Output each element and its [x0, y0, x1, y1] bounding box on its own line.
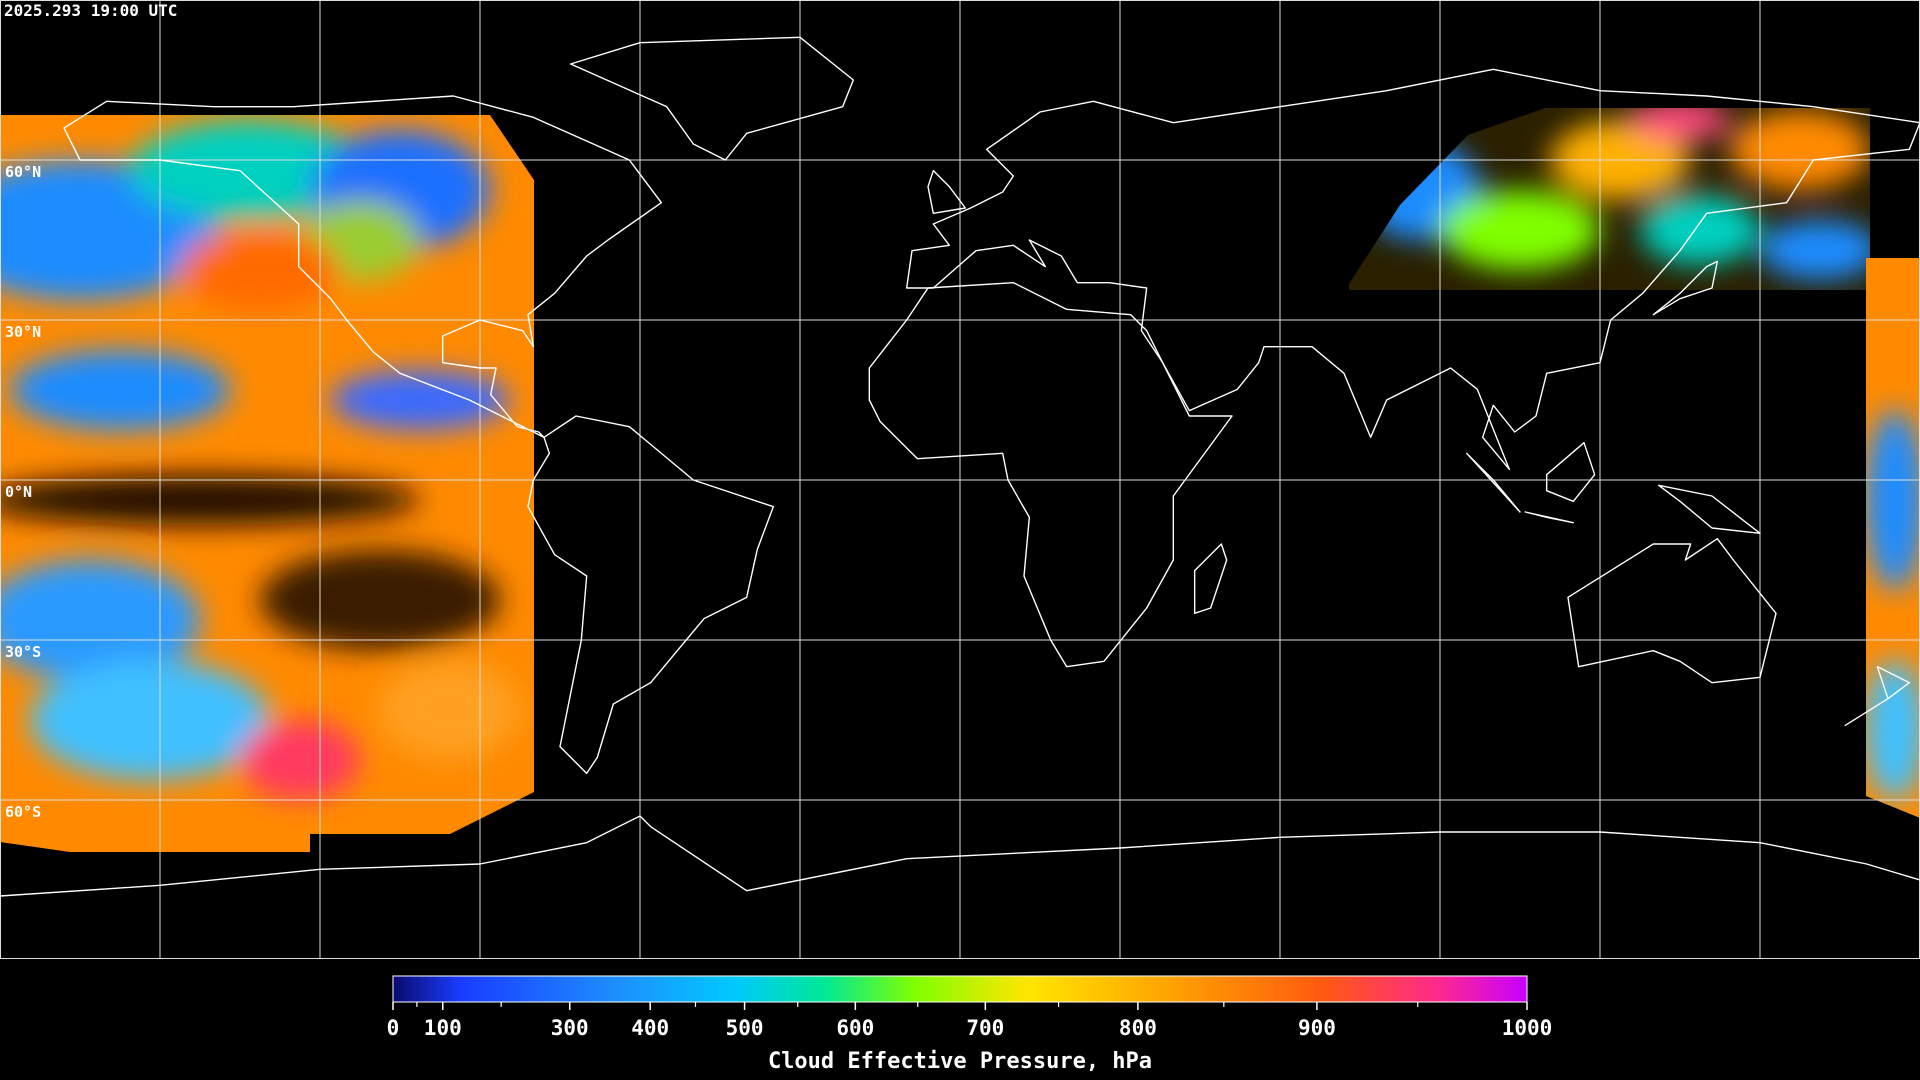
- coastline: [1567, 537, 1777, 684]
- coastline: [527, 415, 775, 775]
- satellite-swath-west: [0, 115, 534, 852]
- satellite-swath-east: [1349, 108, 1870, 290]
- coastline: [927, 169, 967, 215]
- coastline: [63, 95, 663, 439]
- satellite-swath-edge: [1866, 258, 1920, 818]
- latitude-label: 60°S: [5, 803, 41, 821]
- colorbar-tick-label: 100: [424, 1016, 462, 1040]
- colorbar-ticks: 0 100 300 400 500 600 700 800 900 1000: [387, 1002, 1553, 1040]
- coastline: [905, 68, 1920, 471]
- coastline: [1465, 452, 1521, 513]
- colorbar-tick-label: 400: [631, 1016, 669, 1040]
- colorbar-tick-label: 300: [551, 1016, 589, 1040]
- colorbar-tick-label: 0: [387, 1016, 400, 1040]
- coastline: [1524, 511, 1575, 524]
- colorbar: [392, 975, 1528, 1003]
- timestamp: 2025.293 19:00 UTC: [4, 1, 177, 20]
- colorbar-tick-label: 900: [1298, 1016, 1336, 1040]
- colorbar-title: Cloud Effective Pressure, hPa: [768, 1049, 1152, 1074]
- colorbar-tick-label: 500: [726, 1016, 764, 1040]
- latitude-label: 0°N: [5, 483, 32, 501]
- coastline: [1193, 543, 1228, 615]
- colorbar-tick-label: 600: [836, 1016, 874, 1040]
- colorbar-tick-label: 700: [966, 1016, 1004, 1040]
- coastline: [1844, 665, 1911, 727]
- latitude-labels: 60°N 30°N 0°N 30°S 60°S: [5, 163, 41, 821]
- coastline: [1657, 484, 1761, 535]
- latitude-label: 30°N: [5, 323, 41, 341]
- colorbar-tick-label: 800: [1119, 1016, 1157, 1040]
- coastline: [868, 281, 1233, 668]
- graticule: [0, 0, 1920, 959]
- colorbar-tick-label: 1000: [1502, 1016, 1553, 1040]
- coastline: [1652, 260, 1719, 316]
- latitude-label: 30°S: [5, 643, 41, 661]
- coastlines: [0, 36, 1920, 897]
- coastline: [0, 815, 1920, 897]
- latitude-label: 60°N: [5, 163, 41, 181]
- coastline: [569, 36, 855, 161]
- coastline: [1545, 441, 1596, 503]
